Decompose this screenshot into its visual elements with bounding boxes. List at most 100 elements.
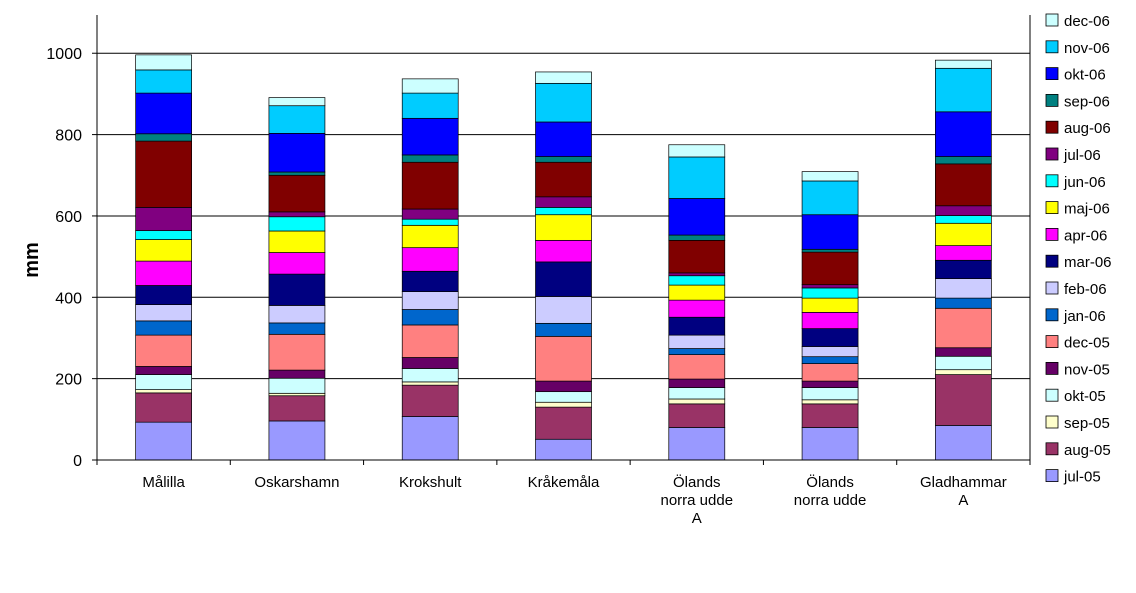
legend-swatch bbox=[1045, 308, 1059, 322]
bar-segment-sep-05 bbox=[935, 369, 992, 375]
legend-label: jun-06 bbox=[1063, 174, 1106, 191]
legend-label: aug-05 bbox=[1064, 442, 1111, 459]
bar-segment-feb-06 bbox=[135, 304, 192, 322]
bar-segment-sep-05 bbox=[535, 401, 592, 408]
bar-segment-okt-05 bbox=[268, 377, 326, 394]
bar-segment-jul-05 bbox=[668, 427, 726, 461]
bar-segment-aug-05 bbox=[935, 374, 992, 426]
bar-segment-jul-06 bbox=[268, 211, 326, 218]
bar-segment-maj-06 bbox=[535, 214, 592, 241]
bar-segment-mar-06 bbox=[535, 261, 592, 297]
axes bbox=[92, 15, 1031, 465]
bar-segment-nov-06 bbox=[935, 67, 992, 113]
bar-segment-sep-06 bbox=[268, 171, 326, 176]
bar-segment-maj-06 bbox=[668, 284, 726, 301]
legend-label: okt-06 bbox=[1064, 67, 1106, 84]
bar-segment-jun-06 bbox=[801, 287, 859, 299]
bar-segment-jun-06 bbox=[268, 216, 326, 232]
x-category-labels: Målilla Oskarshamn Krokshult Kråkemåla Öland… bbox=[142, 473, 1006, 527]
legend-label: dec-06 bbox=[1064, 13, 1110, 30]
bar-segment-aug-06 bbox=[668, 239, 726, 274]
bar-segment-jun-06 bbox=[535, 207, 592, 216]
bar-segment-dec-05 bbox=[535, 335, 592, 382]
bar-segment-maj-06 bbox=[268, 230, 326, 253]
bar-segment-okt-06 bbox=[535, 121, 592, 157]
legend-label: feb-06 bbox=[1064, 281, 1107, 298]
bar-segment-nov-05 bbox=[535, 380, 592, 393]
legend-label: dec-05 bbox=[1064, 335, 1110, 352]
bar-segment-dec-05 bbox=[935, 307, 992, 349]
bar-segment-jan-06 bbox=[135, 320, 192, 336]
bar-segment-maj-06 bbox=[135, 239, 192, 262]
legend-swatch bbox=[1045, 94, 1059, 107]
bar-segment-aug-06 bbox=[801, 251, 859, 286]
bar-segment-nov-06 bbox=[268, 105, 326, 134]
bar-segment-jul-05 bbox=[935, 425, 992, 461]
x-category-label: Gladhammar A bbox=[920, 474, 1007, 509]
bar-segment-aug-05 bbox=[401, 384, 459, 417]
bar-segment-nov-06 bbox=[801, 180, 859, 216]
bar-segment-sep-05 bbox=[668, 398, 726, 405]
bar-segment-apr-06 bbox=[268, 252, 326, 275]
bar-segment-okt-05 bbox=[668, 387, 726, 400]
bar-segment-jun-06 bbox=[668, 275, 726, 286]
y-tick-label: 400 bbox=[55, 290, 82, 307]
bar-segment-feb-06 bbox=[401, 291, 459, 310]
bar-segment-jan-06 bbox=[668, 348, 726, 355]
bar-segment-okt-06 bbox=[135, 92, 192, 135]
bar-segment-sep-06 bbox=[135, 133, 192, 142]
y-tick-label: 800 bbox=[55, 128, 82, 145]
bar-segment-feb-06 bbox=[668, 334, 726, 349]
bar-segment-sep-05 bbox=[135, 389, 192, 394]
bar-segment-aug-06 bbox=[268, 174, 326, 213]
bar-segment-nov-05 bbox=[401, 357, 459, 369]
bar-segment-mar-06 bbox=[401, 270, 459, 292]
legend-swatch bbox=[1045, 174, 1059, 188]
x-category-label: Ölands norra udde bbox=[794, 473, 867, 509]
bar-segment-nov-05 bbox=[268, 369, 326, 379]
bar-segment-okt-05 bbox=[401, 368, 459, 383]
bar-segment-nov-05 bbox=[935, 347, 992, 357]
legend-label: jul-05 bbox=[1063, 469, 1101, 486]
bar-segment-dec-05 bbox=[401, 324, 459, 358]
y-tick-label: 1000 bbox=[46, 46, 82, 63]
bars bbox=[135, 54, 992, 461]
bar-segment-nov-06 bbox=[135, 69, 192, 94]
bar-segment-sep-06 bbox=[668, 234, 726, 241]
bar-segment-aug-05 bbox=[135, 392, 192, 423]
bar-segment-dec-06 bbox=[401, 78, 459, 94]
y-tick-label: 0 bbox=[73, 453, 82, 470]
legend-label: mar-06 bbox=[1064, 254, 1112, 271]
legend-swatch bbox=[1045, 120, 1059, 134]
bar-segment-feb-06 bbox=[801, 346, 859, 358]
bar-segment-dec-05 bbox=[135, 334, 192, 367]
bar-segment-mar-06 bbox=[668, 316, 726, 336]
bar-segment-jul-05 bbox=[535, 438, 592, 461]
y-axis-label: mm bbox=[21, 242, 43, 278]
legend-swatch bbox=[1045, 13, 1059, 27]
bar-segment-jan-06 bbox=[268, 322, 326, 335]
bar-segment-sep-05 bbox=[401, 381, 459, 386]
bar-segment-aug-05 bbox=[801, 403, 859, 428]
bar-segment-sep-05 bbox=[268, 392, 326, 397]
bar-segment-feb-06 bbox=[268, 305, 326, 324]
legend-swatch bbox=[1045, 67, 1059, 80]
bar-segment-maj-06 bbox=[935, 222, 992, 246]
bar-segment-mar-06 bbox=[801, 328, 859, 347]
legend-label: nov-05 bbox=[1064, 361, 1110, 378]
bar-segment-aug-06 bbox=[135, 140, 192, 208]
legend-swatch bbox=[1045, 361, 1059, 375]
legend-swatch bbox=[1045, 415, 1059, 429]
bar-segment-jul-06 bbox=[535, 196, 592, 208]
bar-segment-okt-06 bbox=[268, 133, 326, 173]
legend-label: sep-06 bbox=[1064, 93, 1110, 110]
bar-segment-feb-06 bbox=[935, 278, 992, 299]
bar-segment-okt-05 bbox=[801, 387, 859, 401]
bar-segment-nov-06 bbox=[535, 82, 592, 123]
bar-segment-sep-06 bbox=[535, 156, 592, 163]
bar-segment-jan-06 bbox=[535, 322, 592, 337]
legend-label: okt-05 bbox=[1064, 388, 1106, 405]
legend-swatch bbox=[1045, 469, 1059, 483]
bar-segment-dec-06 bbox=[935, 59, 992, 69]
